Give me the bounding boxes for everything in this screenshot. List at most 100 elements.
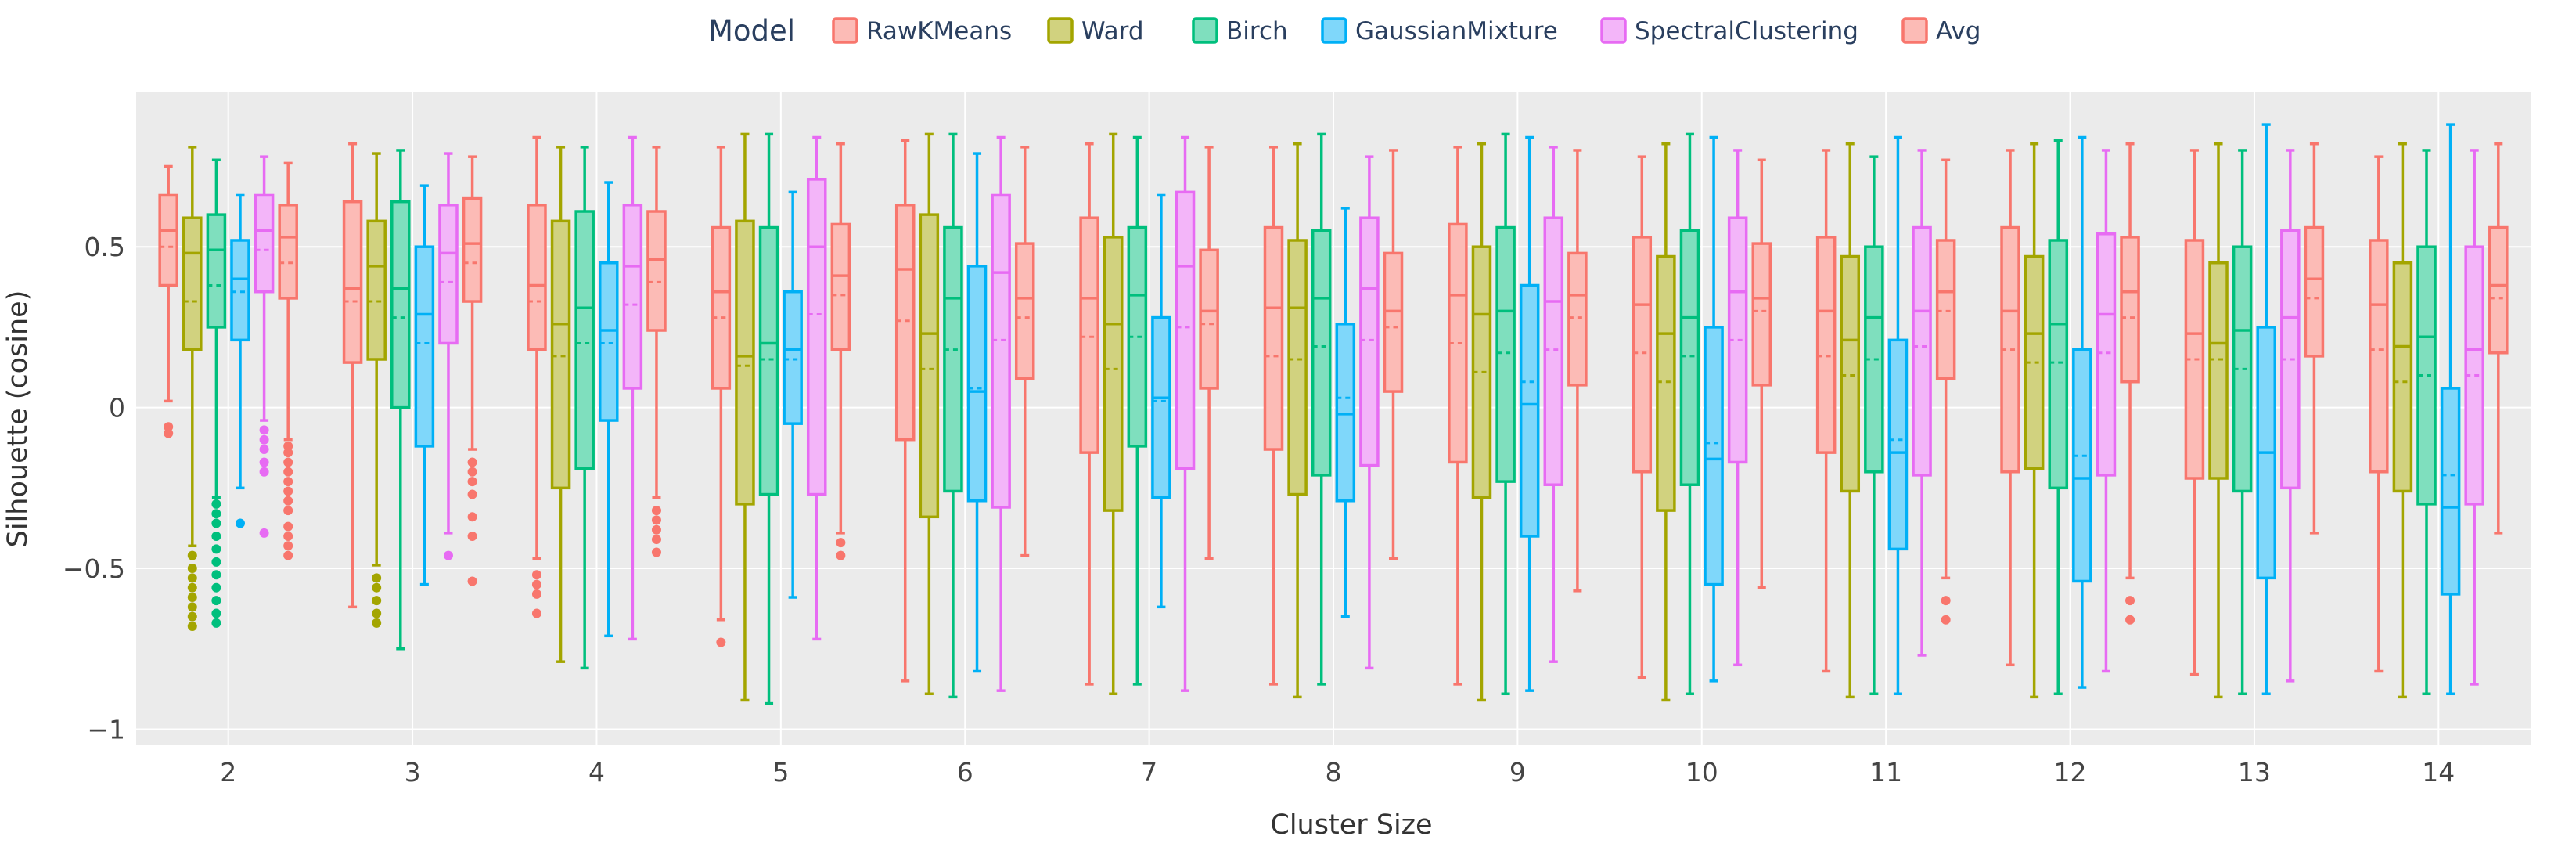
- box[interactable]: [550, 146, 571, 663]
- box[interactable]: [1632, 155, 1653, 679]
- box[interactable]: [2369, 155, 2389, 673]
- box[interactable]: [783, 190, 803, 599]
- box[interactable]: [894, 139, 916, 683]
- box[interactable]: [2280, 149, 2301, 683]
- box[interactable]: [390, 149, 411, 651]
- box[interactable]: [1495, 132, 1516, 696]
- box[interactable]: [462, 155, 483, 586]
- box[interactable]: [1543, 146, 1564, 663]
- box[interactable]: [1103, 132, 1124, 696]
- box[interactable]: [1199, 146, 1219, 560]
- x-tick-label: 12: [2054, 757, 2087, 788]
- box[interactable]: [1287, 142, 1308, 699]
- box-iqr: [438, 204, 459, 345]
- box[interactable]: [2000, 149, 2020, 667]
- box[interactable]: [1751, 158, 1772, 589]
- box[interactable]: [2048, 139, 2069, 696]
- legend-swatch: [832, 17, 858, 44]
- box[interactable]: [2120, 142, 2140, 625]
- box[interactable]: [2024, 142, 2045, 699]
- box[interactable]: [966, 152, 988, 673]
- box[interactable]: [646, 146, 667, 557]
- box[interactable]: [1887, 135, 1909, 696]
- box[interactable]: [830, 142, 851, 560]
- box[interactable]: [1151, 193, 1171, 609]
- box[interactable]: [1679, 132, 1700, 696]
- box[interactable]: [158, 164, 178, 438]
- box[interactable]: [1704, 135, 1724, 683]
- box[interactable]: [1864, 155, 1884, 696]
- box[interactable]: [206, 158, 227, 628]
- box[interactable]: [1727, 149, 1748, 667]
- box[interactable]: [711, 146, 732, 647]
- box[interactable]: [366, 152, 387, 628]
- outlier-point: [211, 518, 221, 528]
- box-iqr: [2304, 225, 2325, 358]
- box[interactable]: [943, 132, 963, 699]
- legend-item-gaussianmixture[interactable]: GaussianMixture: [1321, 17, 1558, 45]
- box[interactable]: [758, 132, 779, 705]
- box[interactable]: [735, 132, 755, 702]
- box[interactable]: [1567, 149, 1588, 593]
- box[interactable]: [2256, 123, 2276, 696]
- y-tick-label: −1: [87, 714, 125, 744]
- box[interactable]: [230, 193, 250, 528]
- box[interactable]: [1383, 149, 1404, 560]
- box[interactable]: [1127, 135, 1148, 686]
- box[interactable]: [2208, 142, 2229, 699]
- outlier-point: [283, 486, 293, 496]
- box[interactable]: [1815, 149, 1837, 673]
- box[interactable]: [2232, 149, 2253, 696]
- box[interactable]: [622, 135, 643, 641]
- legend-item-ward[interactable]: Ward: [1047, 17, 1144, 45]
- box-iqr: [830, 222, 851, 351]
- box[interactable]: [1175, 135, 1196, 692]
- box[interactable]: [991, 135, 1011, 692]
- box[interactable]: [806, 135, 827, 641]
- box[interactable]: [1335, 207, 1356, 618]
- box[interactable]: [1656, 142, 1676, 702]
- box[interactable]: [1471, 142, 1492, 702]
- box[interactable]: [342, 142, 363, 609]
- box[interactable]: [182, 146, 203, 631]
- box[interactable]: [2440, 123, 2461, 696]
- box[interactable]: [1448, 146, 1468, 686]
- box[interactable]: [2096, 149, 2117, 673]
- outlier-point: [283, 506, 293, 516]
- legend-item-spectralclustering[interactable]: SpectralClustering: [1600, 17, 1858, 45]
- box[interactable]: [278, 161, 298, 560]
- box[interactable]: [2464, 149, 2484, 686]
- outlier-point: [283, 496, 293, 506]
- box[interactable]: [254, 155, 275, 538]
- box[interactable]: [438, 152, 459, 560]
- box[interactable]: [2392, 142, 2413, 699]
- box[interactable]: [527, 135, 547, 618]
- box[interactable]: [1014, 146, 1035, 557]
- box[interactable]: [1311, 132, 1332, 686]
- box[interactable]: [598, 181, 619, 638]
- box[interactable]: [1935, 158, 1956, 625]
- box[interactable]: [2488, 142, 2509, 535]
- outlier-point: [531, 570, 541, 580]
- box[interactable]: [1840, 142, 1861, 699]
- box[interactable]: [1359, 155, 1380, 670]
- box[interactable]: [2184, 149, 2205, 676]
- legend-item-avg[interactable]: Avg: [1901, 17, 1981, 45]
- box[interactable]: [1519, 135, 1540, 692]
- box[interactable]: [574, 146, 595, 670]
- y-tick-label: −0.5: [63, 553, 125, 584]
- box[interactable]: [1079, 142, 1099, 686]
- box[interactable]: [919, 132, 940, 696]
- box[interactable]: [2416, 149, 2437, 696]
- outlier-point: [467, 512, 477, 522]
- legend-item-birch[interactable]: Birch: [1192, 17, 1288, 45]
- box[interactable]: [414, 184, 435, 586]
- box[interactable]: [1263, 146, 1284, 686]
- box[interactable]: [2304, 142, 2325, 535]
- box-iqr: [1383, 251, 1404, 393]
- legend-item-rawkmeans[interactable]: RawKMeans: [832, 17, 1012, 45]
- box-iqr: [1567, 251, 1588, 387]
- box[interactable]: [2072, 135, 2092, 689]
- box-iqr: [1887, 338, 1909, 551]
- box[interactable]: [1912, 149, 1932, 657]
